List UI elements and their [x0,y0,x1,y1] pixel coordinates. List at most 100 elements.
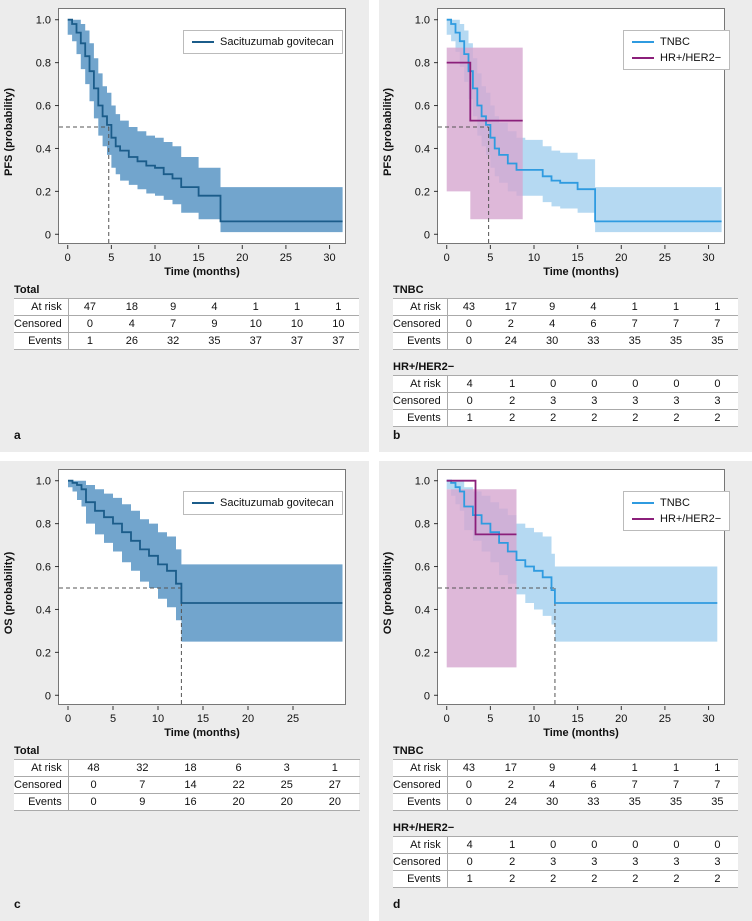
risk-cell: 7 [655,315,697,333]
risk-cell: 0 [696,836,738,854]
y-tick-label: 0.4 [415,143,430,155]
risk-table: At risk 4 1 0 0 0 0 0 Censored 0 2 3 3 3 3 3 Events 1 2 2 2 2… [393,836,738,888]
y-tick-label: 0.4 [36,604,51,616]
risk-cell: 3 [532,853,574,871]
risk-cell: 4 [111,315,153,333]
risk-table: At risk 47 18 9 4 1 1 1 Censored 0 4 7 9 10 10 10 Events… [14,298,359,350]
legend-label: HR+/HER2− [660,52,722,64]
y-tick-label: 0.2 [415,186,430,198]
risk-table-title: HR+/HER2− [393,822,455,834]
risk-cell: 4 [531,776,573,794]
risk-cell: 9 [531,298,573,316]
x-tick-label: 20 [615,713,627,725]
risk-cell: 3 [573,853,615,871]
risk-cell: 47 [68,298,112,316]
risk-table-title: HR+/HER2− [393,361,455,373]
risk-cell: 3 [655,392,697,410]
risk-cell: 2 [573,409,615,427]
risk-cell: 7 [696,315,738,333]
y-tick-label: 1.0 [36,476,51,488]
risk-cell: 2 [655,870,697,888]
risk-cell: 35 [193,332,236,350]
risk-cell: 3 [614,392,656,410]
risk-cell: 6 [572,776,615,794]
x-tick-label: 25 [287,713,299,725]
x-tick-label: 25 [659,713,671,725]
figure-panel-c: OS (probability) 0 0.2 0.4 0.6 0.8 1.0 0 5 10 15 20… [0,461,369,921]
y-tick-label: 0 [45,229,51,241]
risk-cell: 0 [573,375,615,393]
risk-cell: 4 [572,759,615,777]
risk-cell: 43 [447,298,491,316]
risk-cell: 3 [614,853,656,871]
legend-swatch [632,502,654,504]
risk-cell: 1 [655,298,697,316]
risk-cell: 9 [152,298,194,316]
survival-curve-1 [67,18,343,223]
risk-cell: 4 [531,315,573,333]
risk-cell: 0 [655,375,697,393]
risk-cell: 0 [696,375,738,393]
risk-table-row: Censored 0 4 7 9 10 10 10 [14,315,359,333]
y-tick-label: 0.4 [415,604,430,616]
x-tick-label: 0 [444,252,450,264]
y-tick-label: 0.2 [36,647,51,659]
risk-cell: 30 [531,332,573,350]
risk-cell: 1 [447,409,492,427]
risk-cell: 24 [490,793,532,811]
y-axis-label: PFS (probability) [3,88,15,176]
risk-cell: 3 [532,392,574,410]
risk-row-label: Events [393,332,448,350]
risk-table-row: Events 1 2 2 2 2 2 2 [393,870,738,888]
x-tick-label: 10 [149,252,161,264]
risk-table-row: Censored 0 2 3 3 3 3 3 [393,853,738,871]
risk-table-row: At risk 47 18 9 4 1 1 1 [14,298,359,316]
x-axis-label: Time (months) [164,727,240,739]
risk-cell: 7 [152,315,194,333]
risk-row-label: At risk [14,759,69,777]
risk-cell: 16 [166,793,215,811]
y-tick-label: 0 [424,690,430,702]
risk-cell: 35 [614,793,656,811]
risk-table: At risk 43 17 9 4 1 1 1 Censored 0 2 4 6 7 7 7 Events 0 24… [393,759,738,811]
survival-curve-2 [446,479,517,536]
risk-row-label: Censored [393,392,448,410]
risk-row-label: Events [393,870,448,888]
risk-cell: 1 [491,836,533,854]
risk-cell: 43 [447,759,491,777]
y-tick-label: 0.8 [415,519,430,531]
risk-cell: 10 [235,315,277,333]
x-axis-label: Time (months) [543,266,619,278]
risk-cell: 33 [572,332,615,350]
risk-cell: 4 [447,375,492,393]
confidence-band-2 [446,47,523,220]
risk-cell: 25 [262,776,311,794]
risk-table-title: TNBC [393,284,424,296]
risk-table: At risk 4 1 0 0 0 0 0 Censored 0 2 3 3 3 3 3 Events 1 2 2 2 2… [393,375,738,427]
risk-cell: 0 [447,315,491,333]
risk-row-label: Events [393,793,448,811]
y-tick-label: 0.6 [36,562,51,574]
risk-cell: 0 [614,375,656,393]
risk-cell: 18 [111,298,153,316]
risk-cell: 1 [696,298,738,316]
survival-curve-1 [446,479,718,604]
y-tick-label: 0.2 [36,186,51,198]
risk-cell: 2 [491,853,533,871]
risk-cell: 14 [166,776,215,794]
risk-table-row: At risk 43 17 9 4 1 1 1 [393,298,738,316]
risk-row-label: Censored [14,776,69,794]
risk-row-label: At risk [393,375,448,393]
risk-cell: 9 [193,315,236,333]
y-tick-label: 1.0 [36,15,51,27]
y-axis-label: PFS (probability) [382,88,394,176]
legend-entry: HR+/HER2− [632,511,721,527]
x-tick-label: 10 [528,713,540,725]
x-tick-label: 20 [242,713,254,725]
risk-cell: 2 [532,409,574,427]
risk-cell: 4 [447,836,492,854]
km-plot-svg: 0 0.2 0.4 0.6 0.8 1.0 0 5 10 15 20 25 30 [36,15,343,264]
legend-entry: Sacituzumab govitecan [192,495,334,511]
risk-table: At risk 43 17 9 4 1 1 1 Censored 0 2 4 6 7 7 7 Events 0 24… [393,298,738,350]
legend-swatch [192,502,214,504]
